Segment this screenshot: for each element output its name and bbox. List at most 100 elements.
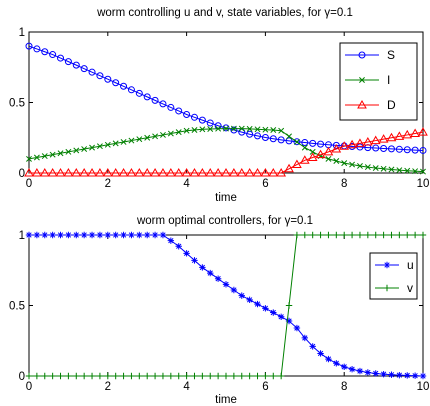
data-point-S xyxy=(261,133,269,141)
data-point-D xyxy=(331,144,342,153)
data-point-I xyxy=(412,168,419,175)
data-point-u xyxy=(207,269,214,277)
legend-box-top xyxy=(339,42,418,121)
data-point-D xyxy=(87,167,97,177)
legend-label-v: v xyxy=(407,281,413,295)
data-point-v xyxy=(356,231,364,239)
data-point-u xyxy=(112,231,119,239)
data-point-S xyxy=(41,48,49,56)
data-point-u xyxy=(191,257,198,264)
data-point-I xyxy=(144,134,151,141)
data-point-I xyxy=(73,147,80,154)
x-axis-label-bottom: time xyxy=(215,394,237,406)
data-point-I xyxy=(207,126,214,132)
data-point-v xyxy=(128,372,135,380)
data-point-u xyxy=(159,231,167,239)
data-point-v xyxy=(41,372,48,380)
data-point-S xyxy=(230,126,238,134)
data-point-I xyxy=(112,140,119,147)
data-point-D xyxy=(268,167,279,177)
data-point-D xyxy=(307,152,318,161)
data-point-u xyxy=(372,370,379,377)
data-point-v xyxy=(317,231,324,239)
data-point-u xyxy=(128,231,135,239)
data-point-S xyxy=(159,100,167,108)
data-point-u xyxy=(151,231,159,239)
data-point-D xyxy=(189,167,200,177)
data-point-I xyxy=(238,125,245,132)
plot-area-bottom xyxy=(28,234,424,377)
data-point-I xyxy=(230,125,237,132)
data-point-S xyxy=(317,140,325,148)
data-point-S xyxy=(72,61,80,69)
x-tick-label: 4 xyxy=(183,178,190,190)
data-point-v xyxy=(49,372,56,380)
data-point-D xyxy=(197,167,208,177)
data-point-D xyxy=(221,167,231,177)
data-point-u xyxy=(96,231,104,239)
x-tick-label: 8 xyxy=(341,178,347,190)
data-point-v xyxy=(238,372,245,380)
data-point-I xyxy=(49,151,56,158)
data-point-I xyxy=(254,126,261,133)
data-point-S xyxy=(309,139,317,147)
data-point-I xyxy=(286,133,292,140)
data-point-I xyxy=(420,168,426,175)
data-point-I xyxy=(404,167,411,174)
y-tick-label: 0 xyxy=(19,371,25,383)
data-point-S xyxy=(33,45,41,53)
chart-title-top: worm controlling u and v, state variable… xyxy=(96,7,353,19)
tick-group-top: 0 2 4 6 8 10 0 0.5 1 xyxy=(9,27,429,190)
data-point-I xyxy=(325,155,332,162)
data-point-I xyxy=(104,141,111,148)
data-point-u xyxy=(41,231,48,239)
data-point-I xyxy=(388,166,395,173)
x-tick-label: 2 xyxy=(105,178,111,190)
data-point-u xyxy=(230,286,238,294)
data-point-I xyxy=(372,165,379,172)
data-point-u xyxy=(167,237,175,244)
data-point-D xyxy=(134,167,145,177)
data-point-v xyxy=(309,231,316,239)
data-point-u xyxy=(33,231,41,239)
data-point-S xyxy=(57,54,65,62)
data-point-I xyxy=(278,127,285,134)
x-tick-label: 10 xyxy=(417,178,430,190)
data-point-u xyxy=(277,313,285,320)
data-point-u xyxy=(88,231,96,239)
data-point-v xyxy=(151,372,159,380)
data-point-S xyxy=(380,144,388,152)
data-point-v xyxy=(96,372,104,380)
data-point-v xyxy=(191,372,198,380)
data-point-u xyxy=(222,281,230,288)
x-tick-label: 0 xyxy=(26,178,32,190)
data-point-S xyxy=(293,138,301,146)
data-point-u xyxy=(183,250,190,257)
data-point-S xyxy=(143,93,151,101)
data-point-S xyxy=(80,65,88,73)
data-point-S xyxy=(285,137,293,145)
data-point-D xyxy=(355,138,365,147)
data-point-u xyxy=(356,367,364,375)
x-tick-label: 2 xyxy=(105,381,111,393)
y-tick-label: 1 xyxy=(19,230,25,242)
data-point-u xyxy=(65,231,72,239)
data-point-S xyxy=(183,110,191,118)
data-point-I xyxy=(396,167,403,174)
x-tick-label: 6 xyxy=(262,381,268,393)
series-group-top xyxy=(24,42,428,177)
data-point-u xyxy=(120,231,127,239)
data-point-u xyxy=(80,231,88,239)
data-point-D xyxy=(394,131,405,140)
data-point-v xyxy=(396,231,403,239)
data-point-D xyxy=(205,167,216,177)
data-point-S xyxy=(25,42,33,50)
data-point-D xyxy=(260,167,271,177)
data-point-v xyxy=(325,231,332,239)
data-point-S xyxy=(403,146,411,154)
data-point-I xyxy=(183,127,190,134)
legend-marker-D xyxy=(357,99,367,109)
data-point-I xyxy=(160,131,166,138)
data-point-D xyxy=(39,167,50,177)
data-point-S xyxy=(151,96,159,104)
